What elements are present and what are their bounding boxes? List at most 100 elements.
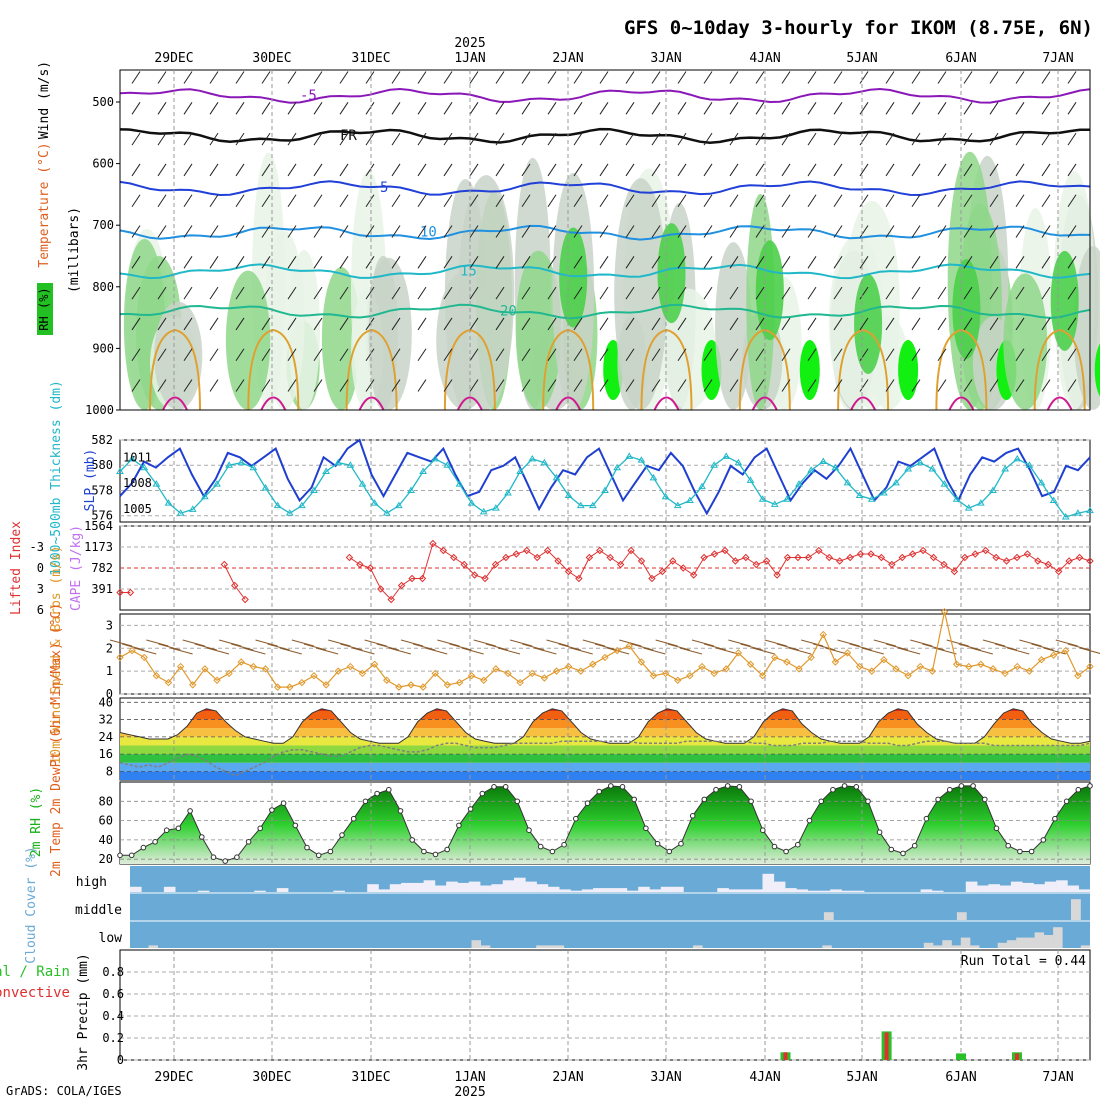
left-tick-label: 580 xyxy=(91,458,113,472)
rh-marker xyxy=(421,848,427,855)
wind-speed-marker xyxy=(334,667,342,675)
wind-barb xyxy=(417,225,427,238)
wind-barb xyxy=(313,256,323,269)
rh-marker xyxy=(222,858,228,864)
wind-barb xyxy=(677,256,687,269)
wind-speed-marker xyxy=(940,608,949,616)
wind-speed-marker xyxy=(771,653,779,662)
wind-barb xyxy=(755,317,765,331)
wind-barb xyxy=(859,163,869,177)
wind-barb xyxy=(417,71,427,84)
wind-barb xyxy=(261,256,271,269)
rh-marker xyxy=(327,848,334,855)
wind-barb xyxy=(261,317,271,331)
wind-barb xyxy=(703,317,713,331)
cloud-low-bar xyxy=(480,945,491,948)
wind-barb xyxy=(218,639,242,647)
wind-barb xyxy=(651,256,661,269)
wind-barb xyxy=(183,194,193,207)
cloud-high-bar xyxy=(502,880,515,892)
wind-barb xyxy=(963,71,973,84)
wind-barb xyxy=(776,643,800,651)
wind-speed-marker xyxy=(201,665,209,673)
wind-speed-marker xyxy=(407,681,415,689)
wind-barb xyxy=(339,102,349,115)
wind-barb xyxy=(339,317,349,331)
precip-convective-bar xyxy=(884,1032,889,1060)
rh-label: RH (%) xyxy=(37,287,51,330)
lifted-index-marker xyxy=(867,550,875,558)
wind-barb xyxy=(631,643,654,651)
rh-marker xyxy=(163,827,170,834)
wind-barb xyxy=(131,163,141,177)
wind-speed-marker xyxy=(758,672,767,680)
wind-barb xyxy=(729,256,739,269)
wind-barb xyxy=(235,348,245,361)
wind-barb xyxy=(807,71,817,84)
wind-barb xyxy=(625,102,635,115)
rh-marker xyxy=(491,784,497,790)
wind-barb xyxy=(989,71,999,84)
wind-barb xyxy=(365,225,375,238)
wind-barb xyxy=(313,225,323,238)
wind-barb xyxy=(391,102,401,115)
wind-barb xyxy=(625,286,635,300)
hot-contour xyxy=(850,396,877,411)
right-tick-label: 1564 xyxy=(84,519,113,533)
wind-barb xyxy=(313,163,323,177)
wind-barb xyxy=(677,71,687,84)
wind-barb xyxy=(625,317,635,331)
thickness-marker xyxy=(698,482,706,490)
cloud-high-bar xyxy=(547,886,560,892)
wind-speed-marker xyxy=(928,667,937,675)
wind-barb xyxy=(313,317,323,331)
rh-marker xyxy=(806,817,813,824)
rh-marker xyxy=(199,834,205,840)
wind-speed-marker xyxy=(225,669,233,678)
wind-barb xyxy=(755,102,765,115)
thickness-marker xyxy=(1001,465,1010,472)
rh-marker xyxy=(140,844,147,851)
wind-barb xyxy=(261,71,271,84)
wind-barb xyxy=(755,256,765,269)
y-tick-label: 600 xyxy=(92,157,114,171)
rh-marker xyxy=(631,796,638,803)
wind-barb xyxy=(209,225,219,238)
wind-barb xyxy=(521,102,531,115)
rh-marker xyxy=(502,784,509,790)
wind-barb xyxy=(495,163,505,177)
y-tick-label: 700 xyxy=(92,218,114,232)
wind-speed-marker xyxy=(1013,662,1021,671)
lifted-index-marker xyxy=(919,546,927,555)
thickness-marker xyxy=(310,486,318,493)
wind-barb xyxy=(235,256,245,269)
wind-barb xyxy=(1015,132,1025,146)
wind-barb xyxy=(1015,286,1025,300)
wind-barb xyxy=(1067,348,1077,361)
wind-barb xyxy=(449,643,472,651)
thickness-marker xyxy=(564,491,573,499)
panels: -5FR51015205006007008009001000(millibars… xyxy=(0,61,1100,1071)
wind-barb xyxy=(235,225,245,238)
rh-marker xyxy=(795,841,801,848)
wind-speed-marker xyxy=(892,665,900,673)
wind-barb xyxy=(885,317,895,331)
wind-barb xyxy=(989,286,999,300)
lifted-index-line xyxy=(223,564,246,600)
wind-barb xyxy=(558,643,581,651)
cloud-high-bar xyxy=(197,890,210,892)
wind-barb xyxy=(547,225,557,238)
rh-marker xyxy=(584,800,591,807)
rh-marker xyxy=(771,843,778,850)
wind-barb xyxy=(287,286,297,300)
wind-speed-marker xyxy=(965,662,973,671)
wind-barb xyxy=(339,379,349,392)
wind-barb xyxy=(131,225,141,238)
wind-barb xyxy=(194,643,218,651)
wind-barb xyxy=(1067,379,1077,392)
wind-barb xyxy=(417,256,427,269)
cloud-high-bar xyxy=(559,889,571,892)
wind-barb xyxy=(243,647,266,655)
thickness-marker xyxy=(1086,506,1094,514)
thickness-marker xyxy=(1037,478,1046,486)
